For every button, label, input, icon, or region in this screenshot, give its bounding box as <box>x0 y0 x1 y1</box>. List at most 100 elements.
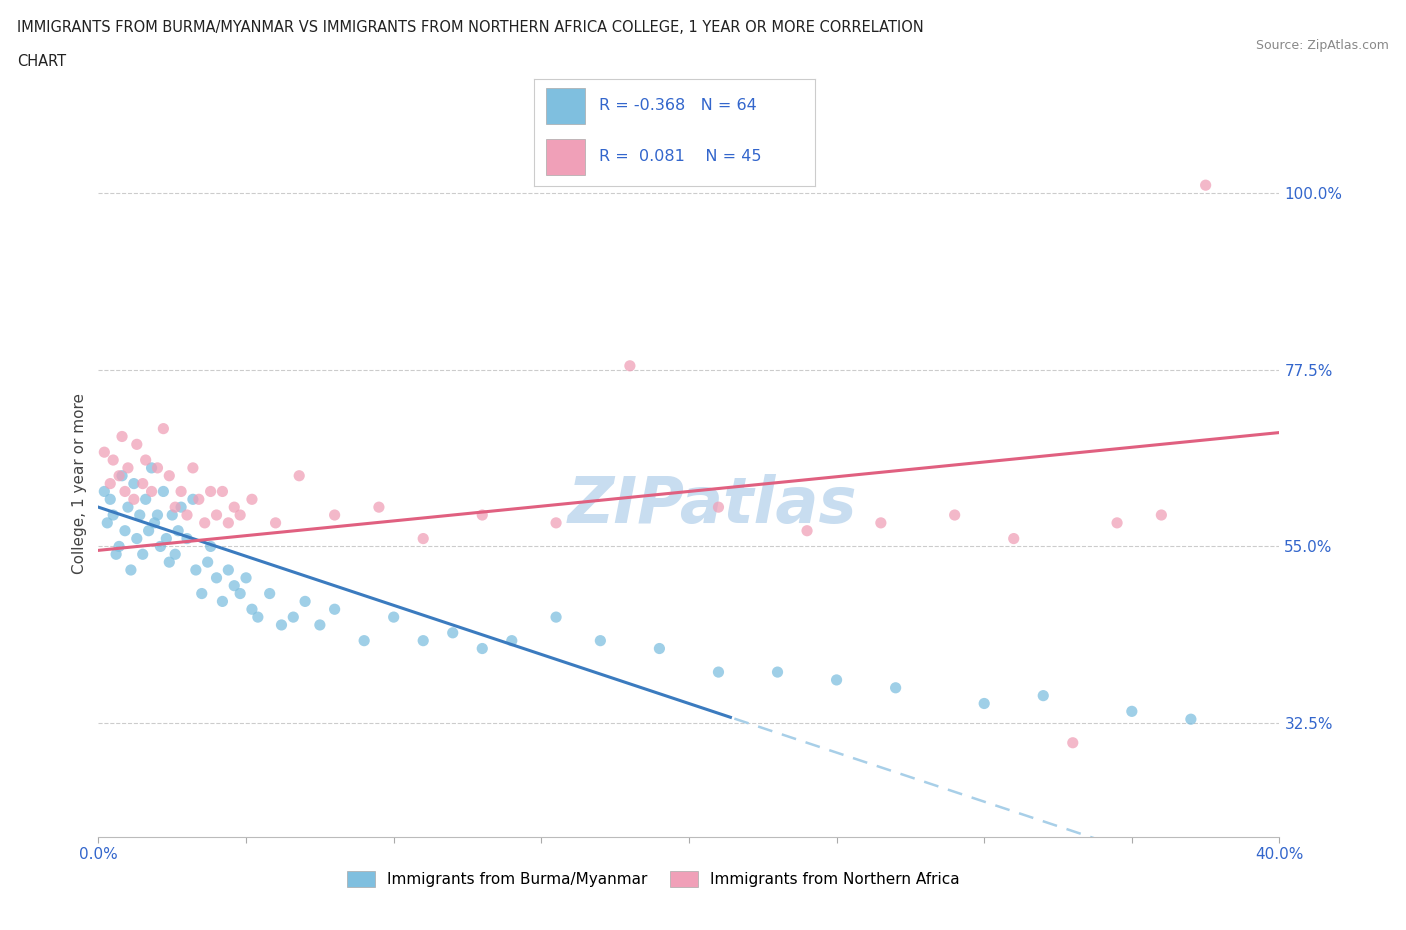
Point <box>111 469 134 484</box>
Point <box>224 499 246 514</box>
Point <box>619 358 641 373</box>
Point <box>152 484 174 498</box>
Point <box>197 554 219 569</box>
Point <box>143 515 166 530</box>
Point <box>114 484 136 498</box>
Point <box>211 484 233 498</box>
Point <box>122 476 145 491</box>
Text: ZIPatlas: ZIPatlas <box>568 473 858 536</box>
Point <box>1150 508 1173 523</box>
Point <box>122 492 145 507</box>
Point <box>181 492 204 507</box>
Point <box>825 672 848 687</box>
FancyBboxPatch shape <box>546 139 585 175</box>
Point <box>146 508 169 523</box>
Point <box>176 508 198 523</box>
Point <box>117 499 139 514</box>
Point <box>211 594 233 609</box>
Point <box>149 539 172 554</box>
Point <box>170 484 193 498</box>
Point <box>138 524 160 538</box>
Point <box>217 563 239 578</box>
Point <box>111 429 134 444</box>
Point <box>184 563 207 578</box>
Point <box>105 547 128 562</box>
Point <box>353 633 375 648</box>
Point <box>200 539 222 554</box>
Point <box>93 445 115 459</box>
Text: Source: ZipAtlas.com: Source: ZipAtlas.com <box>1256 39 1389 52</box>
Point <box>294 594 316 609</box>
Text: R = -0.368   N = 64: R = -0.368 N = 64 <box>599 98 756 113</box>
Point <box>707 665 730 680</box>
Point <box>120 563 142 578</box>
Point <box>1002 531 1025 546</box>
Point <box>546 610 568 625</box>
Point <box>1195 178 1218 193</box>
Point <box>157 554 180 569</box>
Point <box>217 515 239 530</box>
Point <box>382 610 405 625</box>
Point <box>246 610 269 625</box>
Point <box>170 499 193 514</box>
Point <box>155 531 177 546</box>
Point <box>108 469 131 484</box>
Point <box>259 586 281 601</box>
Point <box>135 453 157 468</box>
Point <box>943 508 966 523</box>
Point <box>187 492 209 507</box>
Point <box>205 570 228 585</box>
Y-axis label: College, 1 year or more: College, 1 year or more <box>72 393 87 574</box>
Point <box>1121 704 1143 719</box>
Point <box>141 460 163 475</box>
Point <box>108 539 131 554</box>
Point <box>870 515 893 530</box>
Point <box>103 453 125 468</box>
Point <box>132 476 155 491</box>
Point <box>1062 736 1084 751</box>
Point <box>240 492 263 507</box>
Point <box>884 681 907 696</box>
Point <box>323 508 346 523</box>
Point <box>146 460 169 475</box>
Point <box>412 531 434 546</box>
Point <box>132 547 155 562</box>
Point <box>103 508 125 523</box>
Point <box>648 641 671 656</box>
Point <box>368 499 391 514</box>
Point <box>471 641 494 656</box>
Point <box>1180 711 1202 726</box>
Point <box>766 665 789 680</box>
Point <box>96 515 118 530</box>
Point <box>135 492 157 507</box>
Point <box>283 610 305 625</box>
Point <box>1032 688 1054 703</box>
Point <box>181 460 204 475</box>
Point <box>162 508 183 523</box>
Point <box>157 469 180 484</box>
Point <box>229 508 252 523</box>
Point <box>114 524 136 538</box>
Point <box>194 515 217 530</box>
Point <box>707 499 730 514</box>
Point <box>264 515 287 530</box>
Point <box>471 508 494 523</box>
Point <box>165 547 187 562</box>
Point <box>98 492 121 507</box>
Point <box>229 586 252 601</box>
Point <box>973 696 995 711</box>
Text: IMMIGRANTS FROM BURMA/MYANMAR VS IMMIGRANTS FROM NORTHERN AFRICA COLLEGE, 1 YEAR: IMMIGRANTS FROM BURMA/MYANMAR VS IMMIGRA… <box>17 20 924 35</box>
Point <box>235 570 257 585</box>
Point <box>796 524 818 538</box>
Point <box>270 618 292 632</box>
Point <box>167 524 190 538</box>
Point <box>309 618 332 632</box>
Point <box>240 602 263 617</box>
Point <box>93 484 115 498</box>
Point <box>141 484 163 498</box>
Point <box>125 531 148 546</box>
Legend: Immigrants from Burma/Myanmar, Immigrants from Northern Africa: Immigrants from Burma/Myanmar, Immigrant… <box>342 865 966 893</box>
Point <box>205 508 228 523</box>
Point <box>152 421 174 436</box>
Text: R =  0.081    N = 45: R = 0.081 N = 45 <box>599 149 762 164</box>
